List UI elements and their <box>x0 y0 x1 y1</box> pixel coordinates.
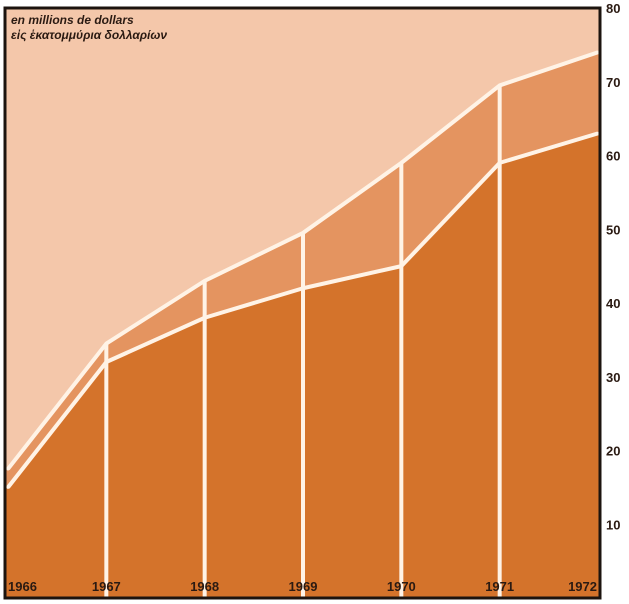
plot-frame <box>3 6 602 600</box>
y-tick-label: 80 <box>606 1 620 16</box>
x-tick-label: 1971 <box>485 579 514 594</box>
y-tick-label: 30 <box>606 370 620 385</box>
x-tick-label: 1969 <box>289 579 318 594</box>
data-point-lower <box>6 485 10 489</box>
x-tick-label: 1970 <box>387 579 416 594</box>
data-point-total <box>6 467 10 471</box>
chart-title: en millions de dollars <box>11 13 134 27</box>
x-tick-label: 1968 <box>190 579 219 594</box>
x-axis-ticks: 1966 1967 1968 1969 1970 1971 1972 <box>8 579 597 594</box>
y-tick-label: 70 <box>606 75 620 90</box>
x-tick-label: 1972 <box>568 579 597 594</box>
y-tick-label: 10 <box>606 517 620 532</box>
y-tick-label: 60 <box>606 149 620 164</box>
chart-subtitle: εἰς ἑκατομμύρια δολλαρίων <box>11 28 167 42</box>
year-divider-layer <box>104 85 502 598</box>
x-tick-label: 1967 <box>92 579 121 594</box>
y-tick-label: 20 <box>606 444 620 459</box>
y-tick-label: 40 <box>606 296 620 311</box>
y-axis-ticks: 10 20 30 40 50 60 70 80 <box>606 1 620 532</box>
y-tick-label: 50 <box>606 222 620 237</box>
x-tick-label: 1966 <box>8 579 37 594</box>
